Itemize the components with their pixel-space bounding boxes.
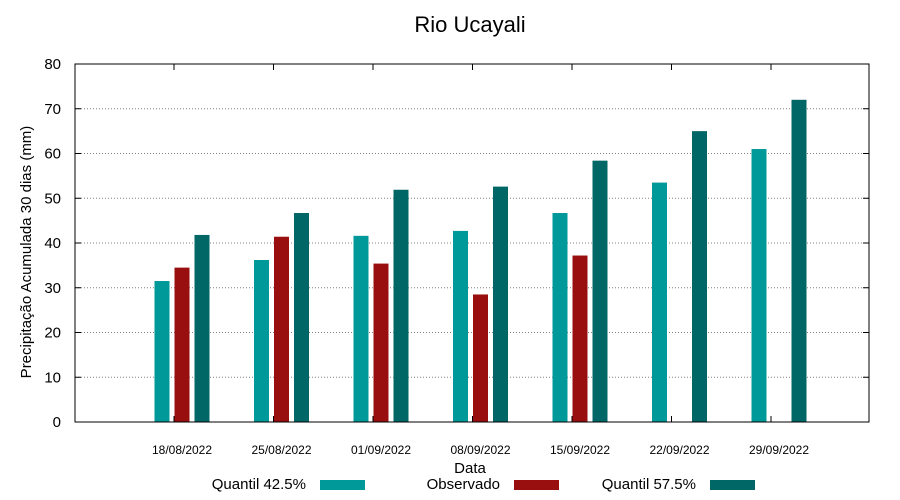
y-tick-label: 50: [44, 190, 61, 207]
bars: [154, 99, 807, 423]
legend-label: Quantil 57.5%: [602, 476, 696, 493]
y-tick-label: 30: [44, 280, 61, 297]
bar: [393, 189, 409, 422]
y-tick-label: 40: [44, 235, 61, 252]
bar: [194, 234, 210, 422]
y-axis-label: Precipitação Acumulada 30 dias (mm): [18, 126, 35, 379]
x-tick-label: 15/09/2022: [550, 443, 610, 457]
x-tick-label: 01/09/2022: [351, 443, 411, 457]
bar: [692, 131, 707, 422]
legend-label: Quantil 42.5%: [212, 476, 306, 493]
bar: [652, 182, 667, 422]
y-tick-label: 70: [44, 101, 61, 118]
legend: Quantil 42.5% Observado Quantil 57.5%: [212, 476, 755, 493]
x-tick-label: 29/09/2022: [749, 443, 809, 457]
bar: [154, 281, 170, 422]
bar: [274, 236, 289, 422]
x-tick-label: 18/08/2022: [152, 443, 212, 457]
y-tick-label: 20: [44, 325, 61, 342]
bar: [751, 149, 767, 422]
bar: [174, 267, 190, 422]
grid-lines: [75, 108, 869, 378]
bar: [572, 255, 588, 422]
y-axis-ticks: 0 10 20 30 40 50 60 70 80: [44, 56, 869, 431]
y-tick-label: 10: [44, 369, 61, 386]
bar: [453, 230, 468, 422]
x-axis-label: Data: [454, 460, 486, 477]
y-tick-label: 80: [44, 56, 61, 73]
chart-title: Rio Ucayali: [414, 12, 525, 37]
y-tick-label: 0: [53, 414, 61, 431]
y-tick-label: 60: [44, 146, 61, 163]
bar: [373, 263, 389, 422]
bar: [791, 99, 807, 423]
legend-label: Observado: [427, 476, 500, 493]
bar: [552, 213, 568, 422]
x-tick-label: 25/08/2022: [251, 443, 311, 457]
bar: [294, 213, 309, 422]
plot-frame: [74, 63, 870, 423]
bar: [592, 160, 608, 422]
x-axis-ticks: 18/08/2022 25/08/2022 01/09/2022 08/09/2022…: [152, 64, 809, 457]
bar: [353, 235, 369, 422]
legend-swatch: [710, 480, 755, 490]
x-tick-label: 08/09/2022: [450, 443, 510, 457]
x-tick-label: 22/09/2022: [649, 443, 709, 457]
legend-swatch: [320, 480, 365, 490]
bar: [493, 186, 508, 422]
legend-swatch: [514, 480, 559, 490]
bar: [254, 260, 269, 422]
bar: [473, 294, 488, 422]
